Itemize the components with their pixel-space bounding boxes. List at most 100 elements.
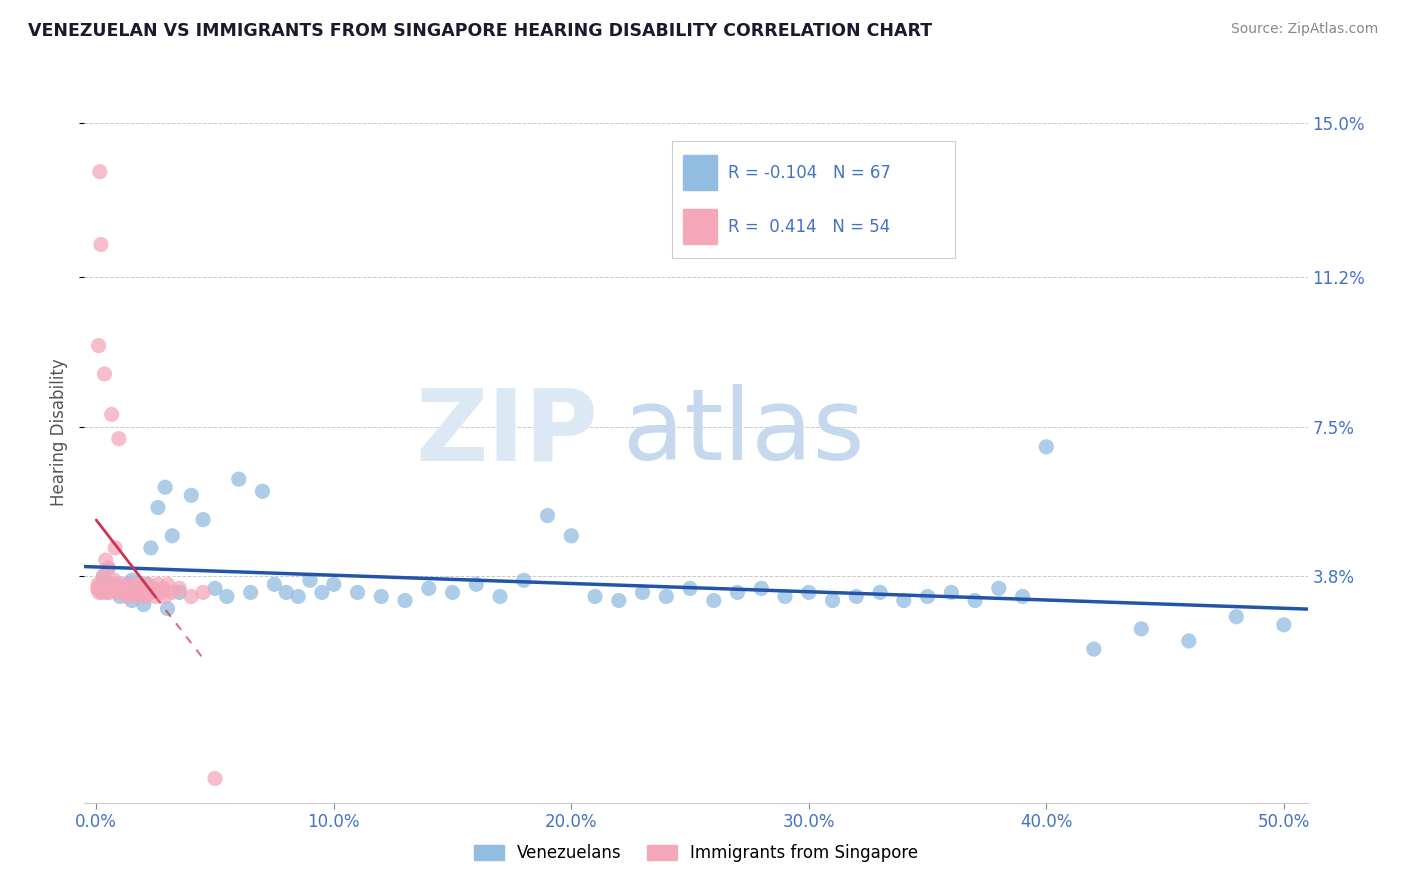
Text: ZIP: ZIP: [415, 384, 598, 481]
Point: [135, 577, 157, 591]
Point: [322, 577, 344, 591]
Point: [869, 585, 891, 599]
Point: [138, 577, 160, 591]
Point: [191, 513, 214, 527]
Point: [87, 338, 110, 352]
Point: [107, 582, 129, 596]
Point: [146, 500, 169, 515]
Point: [228, 472, 250, 486]
Point: [204, 772, 226, 786]
Point: [370, 590, 392, 604]
Point: [131, 585, 153, 599]
Point: [583, 590, 606, 604]
Point: [536, 508, 558, 523]
Point: [441, 585, 464, 599]
Point: [263, 577, 285, 591]
Point: [215, 590, 238, 604]
Point: [93, 367, 115, 381]
Point: [489, 590, 512, 604]
Point: [89, 164, 111, 178]
Point: [146, 577, 169, 591]
Point: [1035, 440, 1057, 454]
Point: [139, 585, 162, 599]
Point: [115, 590, 138, 604]
Point: [89, 582, 111, 596]
Point: [132, 598, 155, 612]
Point: [560, 529, 582, 543]
Point: [107, 582, 129, 596]
Point: [655, 590, 678, 604]
Text: R =  0.414   N = 54: R = 0.414 N = 54: [728, 218, 890, 235]
Point: [1011, 590, 1033, 604]
Text: VENEZUELAN VS IMMIGRANTS FROM SINGAPORE HEARING DISABILITY CORRELATION CHART: VENEZUELAN VS IMMIGRANTS FROM SINGAPORE …: [28, 22, 932, 40]
Point: [987, 582, 1010, 596]
Point: [749, 582, 772, 596]
Point: [917, 590, 939, 604]
Point: [418, 582, 440, 596]
Point: [97, 561, 120, 575]
Point: [156, 601, 179, 615]
Point: [169, 582, 191, 596]
Point: [131, 585, 153, 599]
Point: [703, 593, 725, 607]
Point: [135, 590, 157, 604]
Point: [108, 577, 131, 591]
Point: [103, 574, 125, 588]
Point: [153, 480, 176, 494]
Point: [96, 577, 118, 591]
Point: [276, 585, 298, 599]
Point: [180, 488, 202, 502]
Point: [239, 585, 262, 599]
Point: [93, 569, 115, 583]
Point: [91, 582, 114, 596]
Point: [162, 529, 184, 543]
Point: [105, 585, 128, 599]
Point: [679, 582, 702, 596]
Point: [893, 593, 915, 607]
Point: [631, 585, 654, 599]
Point: [180, 590, 202, 604]
Point: [169, 585, 191, 599]
Point: [121, 593, 143, 607]
Point: [90, 237, 112, 252]
Point: [152, 582, 174, 596]
Bar: [683, 209, 717, 244]
Point: [465, 577, 488, 591]
Point: [1225, 609, 1247, 624]
Point: [101, 577, 124, 591]
Point: [93, 577, 115, 591]
Point: [346, 585, 368, 599]
Point: [121, 574, 143, 588]
Point: [204, 582, 226, 596]
Point: [162, 585, 184, 599]
Point: [107, 432, 129, 446]
Point: [87, 577, 110, 591]
Point: [727, 585, 749, 599]
Point: [94, 582, 117, 596]
Point: [132, 582, 155, 596]
Point: [114, 582, 136, 596]
Point: [287, 590, 309, 604]
Point: [98, 585, 121, 599]
Point: [145, 590, 167, 604]
Point: [97, 561, 120, 575]
Text: Source: ZipAtlas.com: Source: ZipAtlas.com: [1230, 22, 1378, 37]
Point: [139, 541, 162, 555]
Point: [773, 590, 796, 604]
Point: [128, 577, 150, 591]
Point: [153, 590, 176, 604]
Point: [156, 577, 179, 591]
Point: [90, 577, 112, 591]
Point: [252, 484, 274, 499]
Point: [607, 593, 630, 607]
Point: [797, 585, 820, 599]
Bar: [683, 155, 717, 190]
Point: [86, 582, 108, 596]
Point: [108, 590, 131, 604]
Point: [93, 569, 115, 583]
Point: [125, 582, 148, 596]
Point: [87, 585, 110, 599]
Point: [111, 585, 134, 599]
Point: [100, 577, 122, 591]
Point: [142, 582, 165, 596]
